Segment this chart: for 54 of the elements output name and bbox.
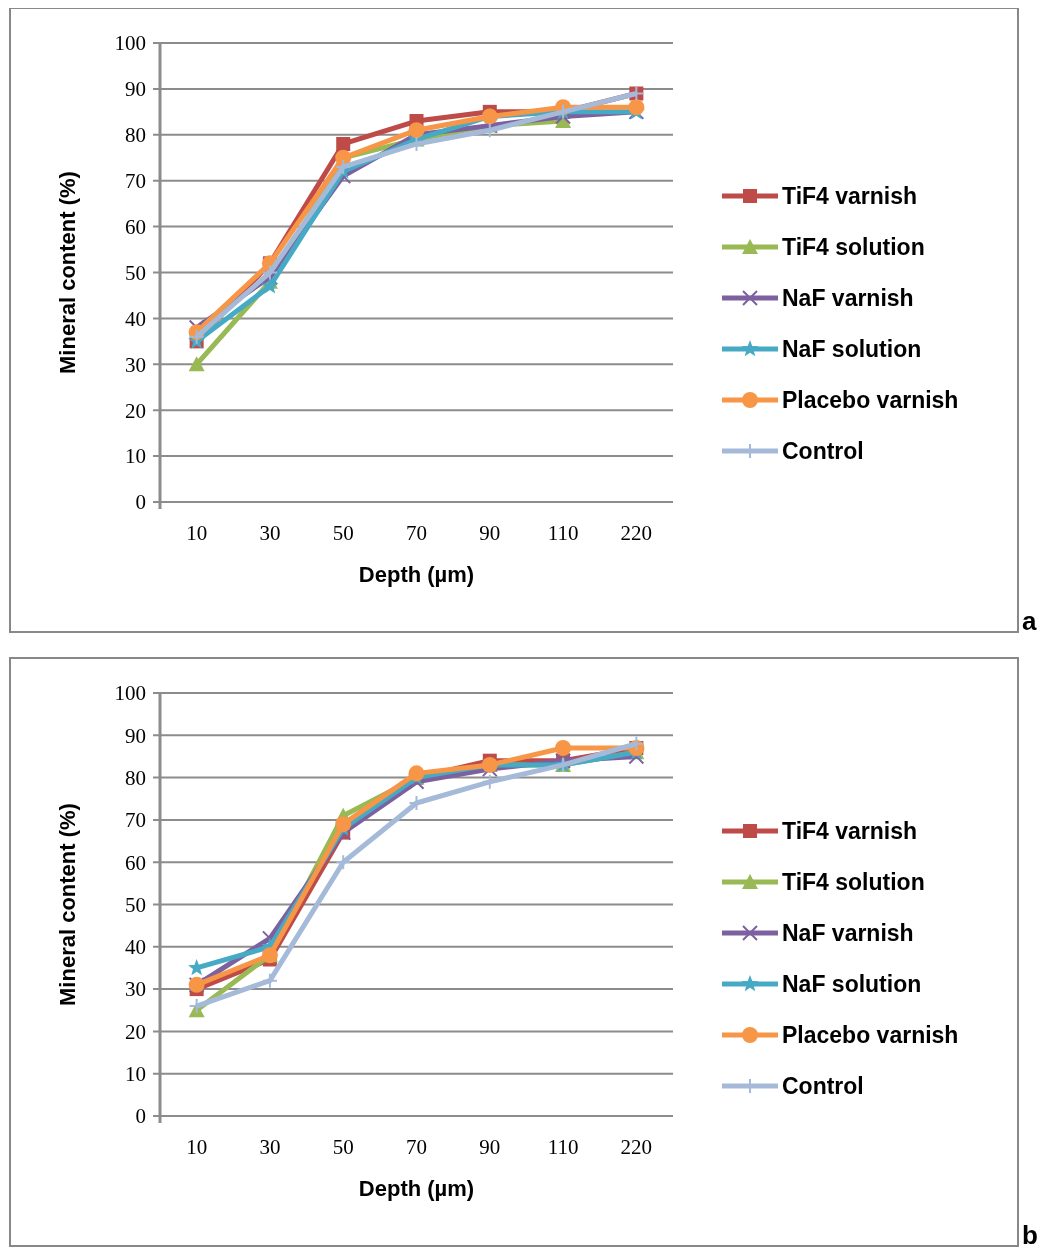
y-tick-label: 20 (125, 1019, 146, 1044)
legend-label: TiF4 solution (782, 869, 925, 896)
x-tick-label: 50 (332, 1135, 354, 1159)
x-tick-label: 90 (479, 521, 501, 545)
y-tick-label: 60 (125, 850, 146, 875)
legend-label: NaF varnish (782, 285, 914, 312)
y-tick-label: 0 (135, 490, 146, 515)
y-tick-label: 70 (125, 808, 146, 833)
y-tick-label: 80 (125, 123, 146, 148)
x-tick-label: 220 (620, 1135, 653, 1159)
y-tick-label: 70 (125, 169, 146, 194)
y-tick-label: 80 (125, 765, 146, 790)
legend-label: NaF varnish (782, 920, 914, 947)
x-axis-title: Depth (µm) (358, 1176, 475, 1201)
legend-label: Placebo varnish (782, 387, 959, 414)
x-tick-label: 70 (406, 521, 427, 545)
x-tick-label: 30 (259, 1135, 281, 1159)
text: a (1022, 606, 1037, 636)
x-tick-label: 110 (547, 521, 579, 545)
legend-label: Placebo varnish (782, 1022, 959, 1049)
y-tick-label: 20 (125, 398, 146, 423)
y-tick-label: 100 (114, 31, 146, 56)
y-tick-label: 60 (125, 214, 146, 239)
y-tick-label: 30 (125, 977, 146, 1002)
legend-label: TiF4 solution (782, 234, 925, 261)
y-axis-title: Mineral content (%) (55, 803, 80, 1006)
x-tick-label: 70 (406, 1135, 427, 1159)
x-tick-label: 90 (479, 1135, 501, 1159)
y-tick-label: 90 (125, 77, 146, 102)
legend-label: TiF4 varnish (782, 818, 918, 845)
y-tick-label: 50 (125, 260, 146, 285)
legend-label: Control (782, 1073, 864, 1100)
legend-label: Control (782, 438, 864, 465)
legend-label: NaF solution (782, 336, 922, 363)
y-tick-label: 30 (125, 352, 146, 377)
x-tick-label: 110 (547, 1135, 579, 1159)
x-tick-label: 10 (186, 1135, 208, 1159)
y-tick-label: 40 (125, 306, 146, 331)
x-tick-label: 30 (259, 521, 281, 545)
x-tick-label: 10 (186, 521, 208, 545)
legend-label: TiF4 varnish (782, 183, 918, 210)
x-axis-title: Depth (µm) (358, 562, 475, 587)
x-tick-label: 220 (620, 521, 653, 545)
y-tick-label: 0 (135, 1104, 146, 1129)
y-tick-label: 40 (125, 935, 146, 960)
y-tick-label: 10 (125, 444, 146, 469)
y-tick-label: 50 (125, 892, 146, 917)
legend-label: NaF solution (782, 971, 922, 998)
y-axis-title: Mineral content (%) (55, 171, 80, 374)
x-tick-label: 50 (332, 521, 354, 545)
y-tick-label: 90 (125, 723, 146, 748)
y-tick-label: 100 (114, 681, 146, 706)
text: b (1022, 1220, 1038, 1247)
y-tick-label: 10 (125, 1062, 146, 1087)
